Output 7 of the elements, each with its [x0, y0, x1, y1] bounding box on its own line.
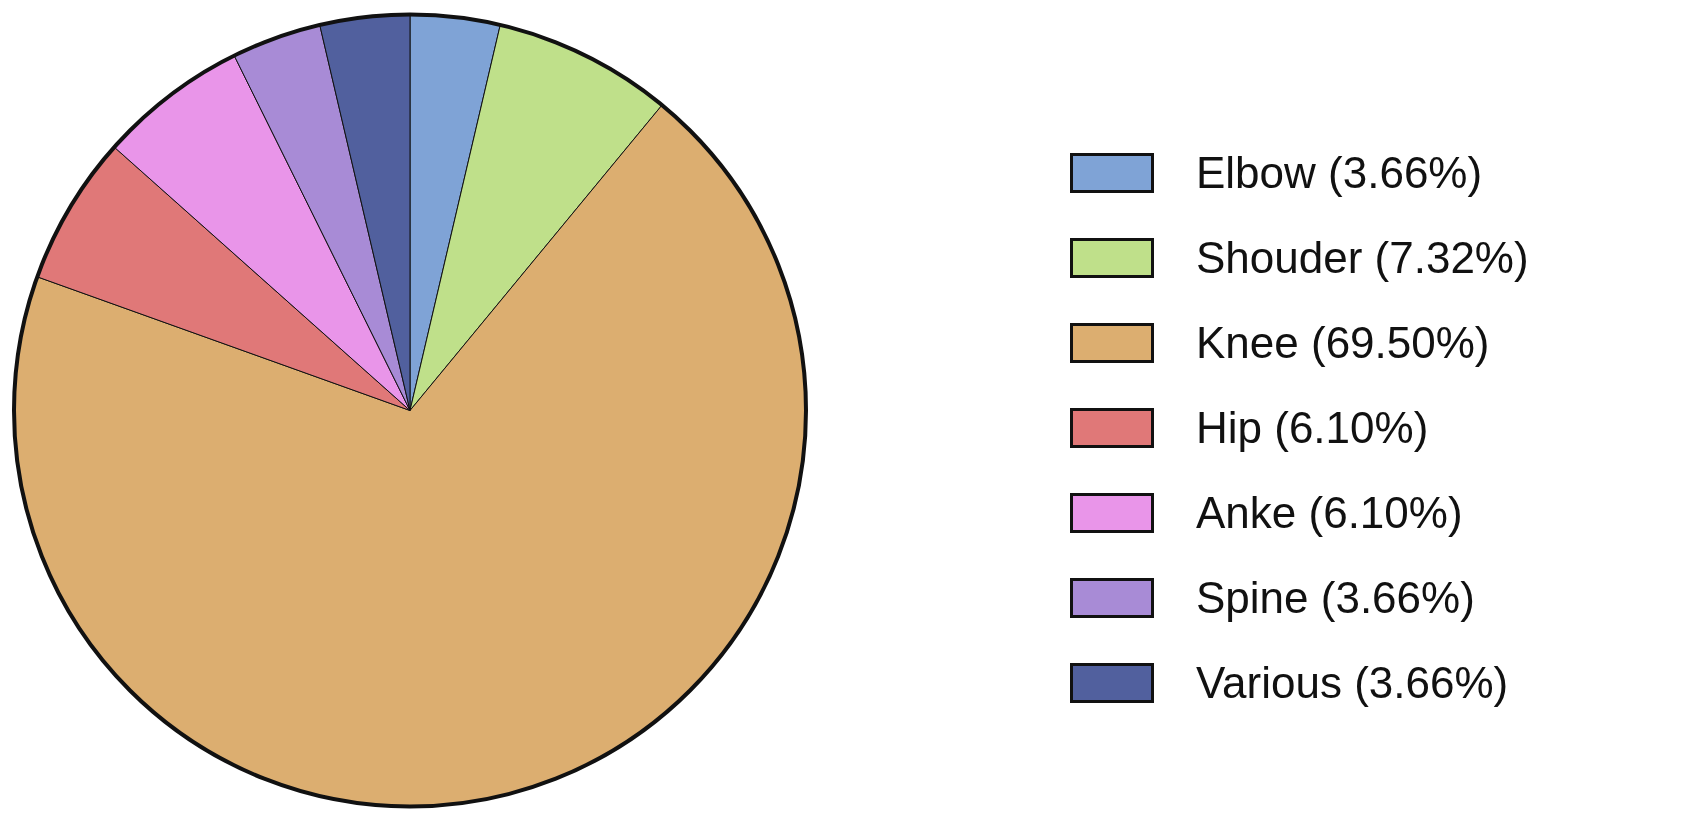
legend-label: Knee (69.50%)	[1196, 317, 1490, 368]
legend-label: Shouder (7.32%)	[1196, 232, 1529, 283]
legend-label: Various (3.66%)	[1196, 657, 1509, 708]
legend-label: Spine (3.66%)	[1196, 572, 1475, 623]
legend-label: Anke (6.10%)	[1196, 487, 1463, 538]
legend-label: Hip (6.10%)	[1196, 402, 1429, 453]
legend-label: Elbow (3.66%)	[1196, 147, 1483, 198]
